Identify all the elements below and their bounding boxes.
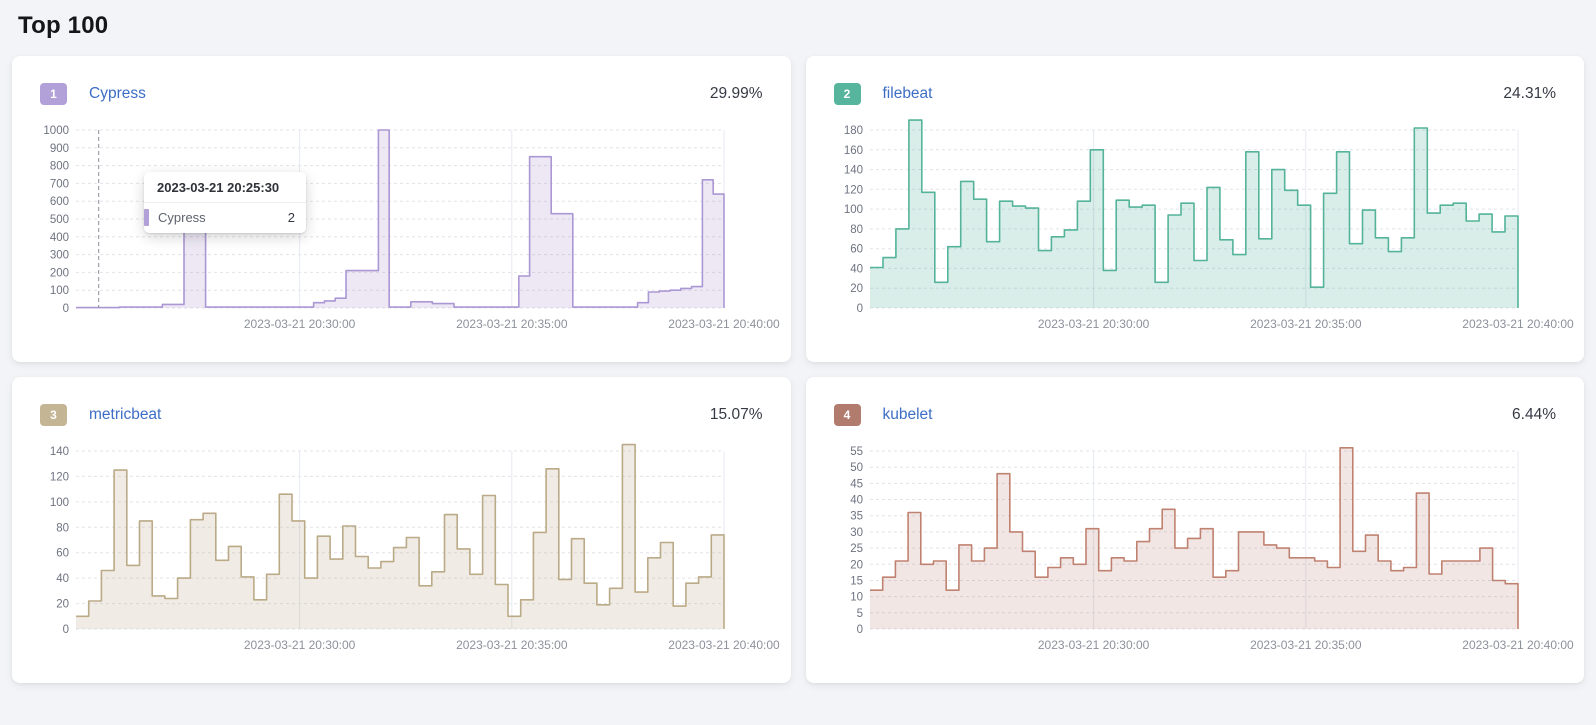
svg-text:0: 0 [63,303,69,315]
percent-value: 29.99% [709,85,763,102]
svg-text:600: 600 [50,196,69,208]
svg-text:400: 400 [50,232,69,244]
svg-text:5: 5 [856,608,862,620]
svg-text:100: 100 [50,497,69,509]
svg-text:35: 35 [850,511,863,523]
svg-text:25: 25 [850,543,863,555]
svg-text:40: 40 [850,263,863,275]
svg-text:500: 500 [50,214,69,226]
area-chart-kubelet[interactable]: 0 5 10 15 20 25 30 35 40 45 50 55 2023-03-21 20:30:0… [834,437,1574,663]
svg-text:2023-03-21 20:35:00: 2023-03-21 20:35:00 [456,638,568,652]
tooltip-header: 2023-03-21 20:25:30 [144,172,306,203]
svg-text:40: 40 [56,573,69,585]
svg-text:2023-03-21 20:30:00: 2023-03-21 20:30:00 [244,317,356,331]
tooltip-series-marker [144,209,149,226]
svg-text:140: 140 [843,165,862,177]
chart-wrap: 0 5 10 15 20 25 30 35 40 45 50 55 2023-03-21 20:30:0… [834,437,1574,663]
card-header: 4 kubelet 6.44% [833,403,1556,427]
svg-text:2023-03-21 20:40:00: 2023-03-21 20:40:00 [1462,638,1574,652]
svg-text:100: 100 [50,285,69,297]
svg-text:80: 80 [850,224,863,236]
svg-text:2023-03-21 20:40:00: 2023-03-21 20:40:00 [668,317,780,331]
svg-text:1000: 1000 [43,125,69,137]
percent-value: 6.44% [1512,406,1556,423]
svg-text:120: 120 [843,184,862,196]
card-header: 2 filebeat 24.31% [833,82,1556,106]
svg-text:160: 160 [843,145,862,157]
svg-text:20: 20 [56,599,69,611]
chart-wrap: 0 100 200 300 400 500 600 700 800 900 1000 2023-03-… [40,116,780,342]
card-kubelet: 4 kubelet 6.44% 0 5 10 15 20 25 30 35 40 45 50 55 20… [805,377,1584,683]
series-link-kubelet[interactable]: kubelet [882,406,933,423]
svg-text:120: 120 [50,471,69,483]
svg-text:2023-03-21 20:35:00: 2023-03-21 20:35:00 [456,317,568,331]
card-header: 3 metricbeat 15.07% [40,403,763,427]
svg-text:100: 100 [843,204,862,216]
svg-text:55: 55 [850,446,863,458]
rank-badge: 2 [833,83,861,105]
svg-text:800: 800 [50,161,69,173]
card-filebeat: 2 filebeat 24.31% 0 20 40 60 80 100 120 140 160 1… [805,56,1584,362]
series-link-metricbeat[interactable]: metricbeat [89,406,162,423]
area-chart-metricbeat[interactable]: 0 20 40 60 80 100 120 140 2023-03-21 20:30:00 202… [40,437,780,663]
svg-text:30: 30 [850,527,863,539]
tooltip-series-value: 2 [287,210,295,225]
svg-text:60: 60 [850,244,863,256]
svg-text:2023-03-21 20:40:00: 2023-03-21 20:40:00 [1462,317,1574,331]
percent-value: 15.07% [709,406,763,423]
percent-value: 24.31% [1503,85,1556,102]
svg-text:700: 700 [50,178,69,190]
svg-text:300: 300 [50,250,69,262]
svg-text:180: 180 [843,125,862,137]
svg-text:2023-03-21 20:35:00: 2023-03-21 20:35:00 [1250,317,1362,331]
svg-text:40: 40 [850,495,863,507]
svg-text:2023-03-21 20:40:00: 2023-03-21 20:40:00 [668,638,780,652]
tooltip-row: Cypress 2 [144,203,306,233]
card-cypress: 1 Cypress 29.99% 0 100 200 300 400 500 600 700 8… [12,56,791,362]
svg-text:900: 900 [50,143,69,155]
tooltip-series-label: Cypress [158,210,206,225]
rank-badge: 4 [833,404,861,426]
rank-badge: 1 [40,83,67,105]
cards-grid: 1 Cypress 29.99% 0 100 200 300 400 500 600 700 8… [12,56,1584,683]
series-link-filebeat[interactable]: filebeat [882,85,933,102]
svg-text:20: 20 [850,559,863,571]
svg-text:20: 20 [850,283,863,295]
rank-badge: 3 [40,404,67,426]
chart-tooltip: 2023-03-21 20:25:30 Cypress 2 [144,172,306,233]
svg-text:60: 60 [56,548,69,560]
svg-text:0: 0 [856,624,862,636]
svg-text:2023-03-21 20:30:00: 2023-03-21 20:30:00 [244,638,356,652]
svg-text:50: 50 [850,462,863,474]
svg-text:2023-03-21 20:30:00: 2023-03-21 20:30:00 [1037,638,1149,652]
svg-text:0: 0 [63,624,69,636]
card-header: 1 Cypress 29.99% [40,82,763,106]
svg-text:45: 45 [850,478,863,490]
svg-text:200: 200 [50,267,69,279]
svg-text:2023-03-21 20:35:00: 2023-03-21 20:35:00 [1250,638,1362,652]
card-metricbeat: 3 metricbeat 15.07% 0 20 40 60 80 100 120 140 20… [12,377,791,683]
svg-text:0: 0 [856,303,862,315]
chart-wrap: 0 20 40 60 80 100 120 140 2023-03-21 20:30:00 202… [40,437,780,663]
svg-text:80: 80 [56,522,69,534]
series-link-cypress[interactable]: Cypress [89,85,146,102]
svg-text:140: 140 [50,446,69,458]
page-title: Top 100 [18,12,109,39]
svg-text:2023-03-21 20:30:00: 2023-03-21 20:30:00 [1037,317,1149,331]
svg-text:10: 10 [850,592,863,604]
area-chart-filebeat[interactable]: 0 20 40 60 80 100 120 140 160 180 2023-03-21 20:30… [834,116,1574,342]
chart-wrap: 0 20 40 60 80 100 120 140 160 180 2023-03-21 20:30… [834,116,1574,342]
svg-text:15: 15 [850,576,863,588]
